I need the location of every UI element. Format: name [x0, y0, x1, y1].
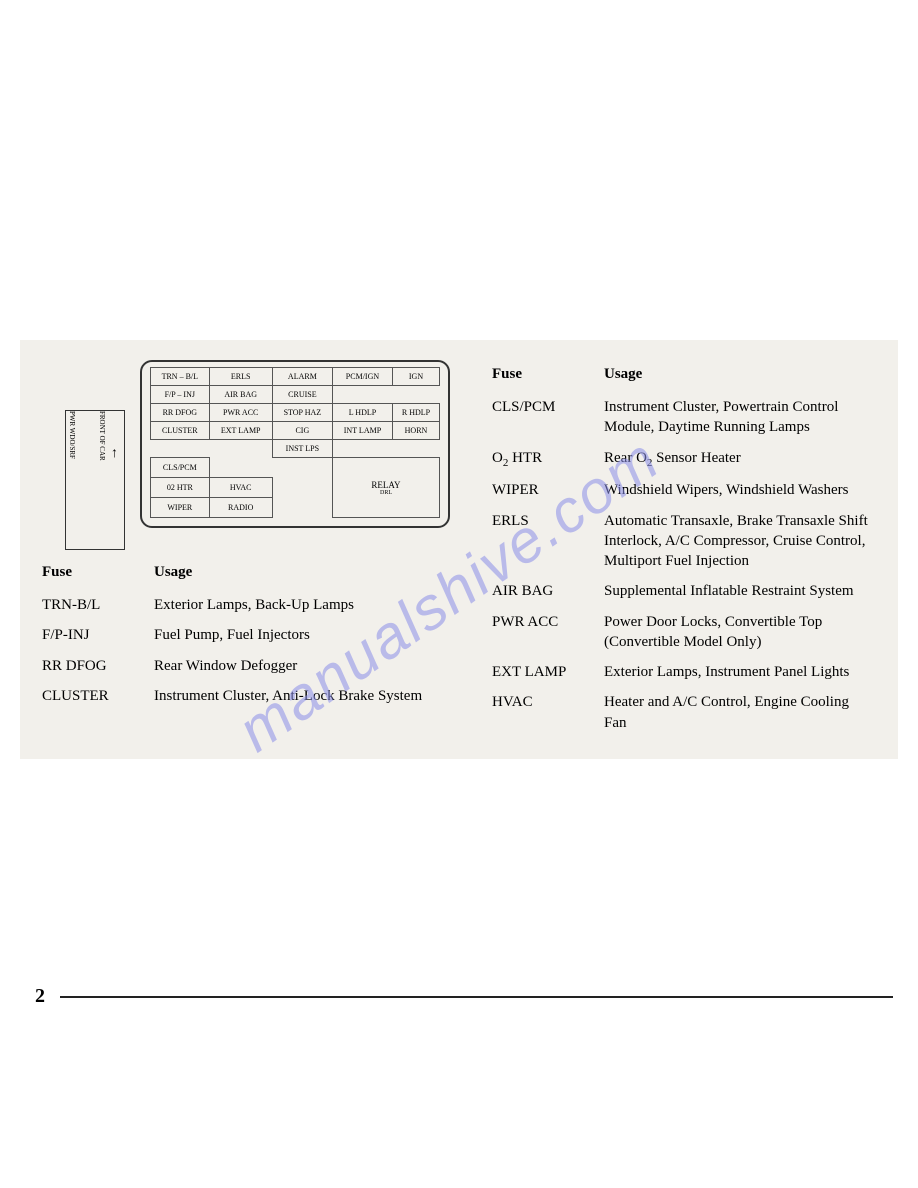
table-row: EXT LAMP Exterior Lamps, Instrument Pane… [492, 658, 876, 686]
fuse-box: PWR WDO/SRF ↑ FRONT OF CAR TRN – B/L ERL… [50, 360, 460, 528]
fuse-cell-empty [151, 440, 210, 458]
fuse-cell: CLS/PCM [151, 458, 210, 478]
fuse-name: HVAC [492, 688, 602, 737]
fuse-cell: CLUSTER [151, 422, 210, 440]
table-row: PWR ACC Power Door Locks, Convertible To… [492, 608, 876, 657]
fuse-usage: Automatic Transaxle, Brake Transaxle Shi… [604, 507, 876, 576]
arrow-icon: ↑ [111, 446, 118, 462]
fuse-cell: ALARM [272, 368, 332, 386]
left-table-section: Fuse Usage TRN-B/L Exterior Lamps, Back-… [40, 558, 460, 712]
fuse-cell: 02 HTR [151, 478, 210, 498]
fuse-cell: HORN [392, 422, 439, 440]
fuse-cell: RR DFOG [151, 404, 210, 422]
fuse-grid: TRN – B/L ERLS ALARM PCM/IGN IGN F/P – I… [140, 360, 450, 528]
fuse-usage: Heater and A/C Control, Engine Cooling F… [604, 688, 876, 737]
table-row: HVAC Heater and A/C Control, Engine Cool… [492, 688, 876, 737]
table-row: ERLS Automatic Transaxle, Brake Transaxl… [492, 507, 876, 576]
fuse-cell: L HDLP [332, 404, 392, 422]
table-row: WIPER Windshield Wipers, Windshield Wash… [492, 476, 876, 504]
right-fuse-table: Fuse Usage CLS/PCM Instrument Cluster, P… [490, 360, 878, 739]
fuse-cell: EXT LAMP [209, 422, 272, 440]
table-header-fuse: Fuse [492, 362, 602, 391]
fuse-usage: Windshield Wipers, Windshield Washers [604, 476, 876, 504]
fuse-cell: INT LAMP [332, 422, 392, 440]
fuse-usage: Rear Window Defogger [154, 652, 458, 680]
table-row: O2 HTR Rear O2 Sensor Heater [492, 444, 876, 475]
fuse-usage: Exterior Lamps, Back-Up Lamps [154, 591, 458, 619]
fuse-name: TRN-B/L [42, 591, 152, 619]
fuse-name: CLUSTER [42, 682, 152, 710]
relay-cell: RELAY DRL [332, 458, 439, 518]
fuse-cell: ERLS [209, 368, 272, 386]
fuse-usage: Instrument Cluster, Powertrain Control M… [604, 393, 876, 442]
table-header-usage: Usage [154, 560, 458, 589]
fuse-usage: Supplemental Inflatable Restraint System [604, 577, 876, 605]
fuse-name: EXT LAMP [492, 658, 602, 686]
side-label-box: PWR WDO/SRF ↑ FRONT OF CAR [65, 410, 125, 550]
fuse-name: WIPER [492, 476, 602, 504]
fuse-usage: Instrument Cluster, Anti-Lock Brake Syst… [154, 682, 458, 710]
fuse-cell: STOP HAZ [272, 404, 332, 422]
table-row: CLS/PCM Instrument Cluster, Powertrain C… [492, 393, 876, 442]
page-divider [60, 996, 893, 998]
fuse-grid-table: TRN – B/L ERLS ALARM PCM/IGN IGN F/P – I… [150, 367, 440, 518]
fuse-box-diagram: PWR WDO/SRF ↑ FRONT OF CAR TRN – B/L ERL… [40, 360, 460, 739]
fuse-cell: CRUISE [272, 386, 332, 404]
fuse-usage: Exterior Lamps, Instrument Panel Lights [604, 658, 876, 686]
fuse-cell: R HDLP [392, 404, 439, 422]
fuse-cell: TRN – B/L [151, 368, 210, 386]
fuse-cell-empty [392, 440, 439, 458]
fuse-usage: Fuel Pump, Fuel Injectors [154, 621, 458, 649]
relay-label: RELAY [371, 480, 400, 490]
table-row: F/P-INJ Fuel Pump, Fuel Injectors [42, 621, 458, 649]
fuse-cell-empty [272, 498, 332, 518]
side-label-pwr: PWR WDO/SRF [68, 411, 76, 459]
table-row: RR DFOG Rear Window Defogger [42, 652, 458, 680]
fuse-cell: AIR BAG [209, 386, 272, 404]
fuse-cell-empty [209, 458, 272, 478]
table-header-fuse: Fuse [42, 560, 152, 589]
relay-sub-label: DRL [335, 490, 437, 496]
table-row: CLUSTER Instrument Cluster, Anti-Lock Br… [42, 682, 458, 710]
fuse-name: F/P-INJ [42, 621, 152, 649]
fuse-name: O2 HTR [492, 444, 602, 475]
fuse-cell: CIG [272, 422, 332, 440]
fuse-name: AIR BAG [492, 577, 602, 605]
fuse-usage: Power Door Locks, Convertible Top (Conve… [604, 608, 876, 657]
fuse-cell-empty [209, 440, 272, 458]
fuse-cell: PWR ACC [209, 404, 272, 422]
table-row: TRN-B/L Exterior Lamps, Back-Up Lamps [42, 591, 458, 619]
fuse-cell: PCM/IGN [332, 368, 392, 386]
upper-section: PWR WDO/SRF ↑ FRONT OF CAR TRN – B/L ERL… [40, 360, 878, 739]
fuse-cell: F/P – INJ [151, 386, 210, 404]
fuse-name: ERLS [492, 507, 602, 576]
side-label-front: FRONT OF CAR [98, 411, 106, 461]
fuse-cell-empty [332, 386, 392, 404]
page-content: PWR WDO/SRF ↑ FRONT OF CAR TRN – B/L ERL… [20, 340, 898, 759]
fuse-name: PWR ACC [492, 608, 602, 657]
fuse-cell: RADIO [209, 498, 272, 518]
fuse-name: RR DFOG [42, 652, 152, 680]
fuse-cell-empty [392, 386, 439, 404]
fuse-cell-empty [272, 458, 332, 478]
fuse-cell: IGN [392, 368, 439, 386]
fuse-cell: INST LPS [272, 440, 332, 458]
fuse-cell: WIPER [151, 498, 210, 518]
fuse-name: CLS/PCM [492, 393, 602, 442]
table-row: AIR BAG Supplemental Inflatable Restrain… [492, 577, 876, 605]
page-number: 2 [35, 985, 45, 1008]
table-header-usage: Usage [604, 362, 876, 391]
fuse-cell-empty [332, 440, 392, 458]
fuse-cell-empty [272, 478, 332, 498]
right-table-section: Fuse Usage CLS/PCM Instrument Cluster, P… [490, 360, 878, 739]
left-fuse-table: Fuse Usage TRN-B/L Exterior Lamps, Back-… [40, 558, 460, 712]
fuse-cell: HVAC [209, 478, 272, 498]
fuse-usage: Rear O2 Sensor Heater [604, 444, 876, 475]
